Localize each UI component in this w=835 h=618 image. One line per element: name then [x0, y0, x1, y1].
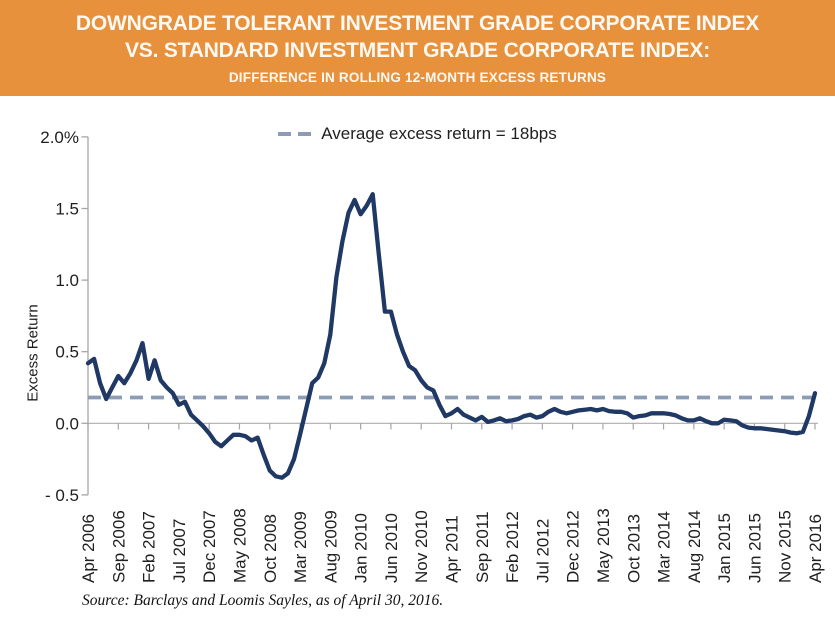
title-line-2: VS. STANDARD INVESTMENT GRADE CORPORATE … — [124, 39, 711, 62]
x-tick-label: Jan 2015 — [715, 513, 734, 583]
legend-label: Average excess return = 18bps — [321, 124, 557, 143]
x-tick-label: Mar 2014 — [655, 511, 674, 583]
y-tick-label: 1.5 — [55, 200, 79, 219]
x-tick-label: Sep 2006 — [109, 510, 128, 583]
y-axis-title: Excess Return — [24, 304, 42, 402]
legend: Average excess return = 18bps — [0, 122, 835, 146]
title-banner: DOWNGRADE TOLERANT INVESTMENT GRADE CORP… — [0, 0, 835, 96]
x-tick-label: Feb 2012 — [503, 511, 522, 583]
x-tick-label: Sep 2011 — [473, 511, 492, 583]
x-tick-label: Dec 2012 — [564, 510, 583, 583]
y-tick-label: 0.5 — [55, 343, 79, 362]
y-tick-label: - 0.5 — [45, 486, 79, 505]
x-tick-label: Jul 2012 — [533, 519, 552, 583]
x-tick-label: Nov 2015 — [776, 510, 795, 583]
x-tick-label: Dec 2007 — [200, 510, 219, 583]
x-tick-label: Jan 2010 — [352, 513, 371, 583]
dash-segment — [278, 132, 292, 136]
x-tick-label: Aug 2009 — [321, 510, 340, 583]
title-line-1: DOWNGRADE TOLERANT INVESTMENT GRADE CORP… — [75, 12, 760, 35]
x-tick-label: Nov 2010 — [412, 510, 431, 583]
x-tick-label: Feb 2007 — [140, 511, 159, 583]
y-tick-label: 0.0 — [55, 414, 79, 433]
x-tick-label: Apr 2006 — [79, 514, 98, 583]
dash-segment — [298, 132, 312, 136]
y-tick-label: 1.0 — [55, 271, 79, 290]
x-tick-label: Apr 2016 — [806, 514, 825, 583]
subtitle: DIFFERENCE IN ROLLING 12-MONTH EXCESS RE… — [228, 70, 607, 85]
source-note: Source: Barclays and Loomis Sayles, as o… — [82, 592, 444, 609]
dashed-line-swatch — [278, 132, 312, 136]
x-tick-label: May 2013 — [594, 508, 613, 583]
x-tick-label: Aug 2014 — [685, 510, 704, 583]
x-tick-label: Jun 2010 — [382, 513, 401, 583]
excess-return-line — [85, 192, 818, 480]
x-tick-label: Jul 2007 — [170, 519, 189, 583]
x-tick-label: Oct 2008 — [261, 514, 280, 583]
y-tick-label: 2.0% — [40, 128, 79, 147]
x-tick-label: Mar 2009 — [291, 511, 310, 583]
x-tick-label: Apr 2011 — [443, 515, 462, 583]
x-tick-label: Oct 2013 — [624, 514, 643, 583]
x-tick-label: Jun 2015 — [745, 513, 764, 583]
x-tick-label: May 2008 — [230, 508, 249, 583]
